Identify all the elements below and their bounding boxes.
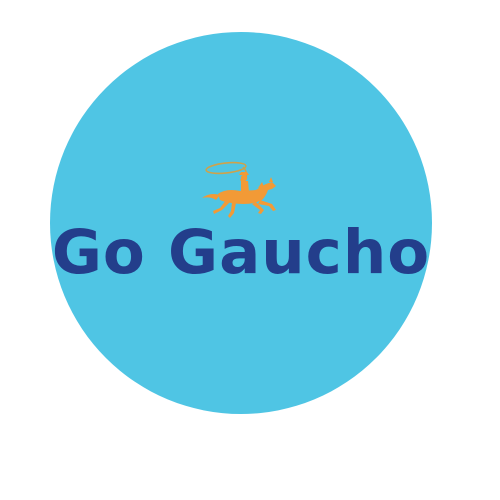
logo-circle xyxy=(50,32,432,414)
brand-name: Go Gaucho xyxy=(51,217,431,288)
gaucho-rider-lasso-icon xyxy=(202,161,276,218)
